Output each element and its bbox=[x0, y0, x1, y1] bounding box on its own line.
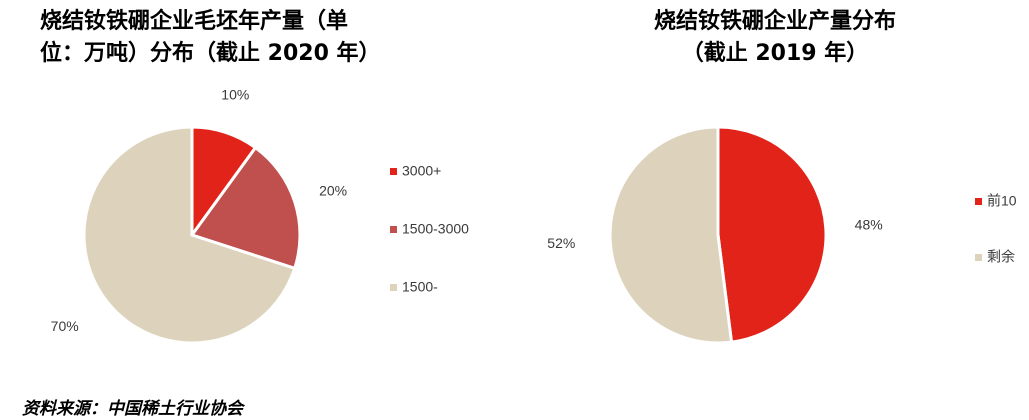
right-chart-title-line1: 烧结钕铁硼企业产量分布 bbox=[653, 9, 896, 34]
pie1-slice-2 bbox=[189, 145, 302, 271]
pie1-data-label-1: 10% bbox=[221, 87, 249, 103]
pie2-slice-2 bbox=[608, 125, 734, 345]
pie2-data-label-1: 48% bbox=[855, 217, 883, 233]
pie2-legend-label-2: 剩余 bbox=[987, 249, 1015, 265]
source-note: 资料来源：中国稀土行业协会 bbox=[22, 399, 243, 419]
left-chart-title: 烧结钕铁硼企业毛坯年产量（单 位：万吨）分布（截止 2020 年） bbox=[40, 6, 450, 70]
pie1-legend-swatch-1 bbox=[390, 168, 397, 175]
pie2-data-label-2: 52% bbox=[547, 235, 575, 251]
pie1-legend-swatch-3 bbox=[390, 284, 397, 291]
pie1-legend-label-2: 1500-3000 bbox=[402, 221, 469, 237]
pie1-data-label-3: 70% bbox=[51, 318, 79, 334]
right-chart-title-line2: （截止 2019 年） bbox=[681, 41, 869, 66]
pie1-legend-swatch-2 bbox=[390, 226, 397, 233]
pie2-legend-label-1: 前10 bbox=[987, 193, 1017, 209]
pie2-legend-swatch-2 bbox=[975, 254, 982, 261]
pie2-slice-1 bbox=[716, 125, 828, 344]
pie1-legend-label-1: 3000+ bbox=[402, 163, 441, 179]
pie1-legend-label-3: 1500- bbox=[402, 279, 438, 295]
left-chart-title-line1: 烧结钕铁硼企业毛坯年产量（单 bbox=[40, 9, 349, 34]
pie2-legend-swatch-1 bbox=[975, 198, 982, 205]
left-chart-title-line2: 位：万吨）分布（截止 2020 年） bbox=[40, 41, 381, 66]
pie1-slice-3 bbox=[82, 125, 297, 345]
right-chart-title: 烧结钕铁硼企业产量分布 （截止 2019 年） bbox=[610, 6, 940, 70]
pie1-data-label-2: 20% bbox=[319, 182, 347, 198]
